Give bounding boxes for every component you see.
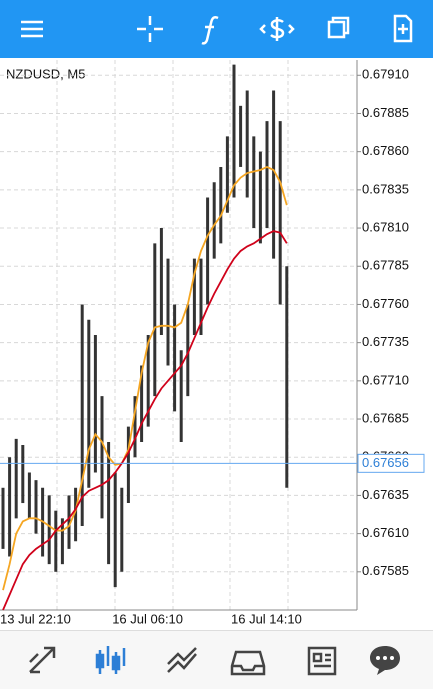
y-tick-label: 0.67910 — [362, 67, 409, 82]
toolbar-bg — [0, 0, 433, 58]
indicators-button[interactable] — [201, 15, 219, 45]
y-tick-label: 0.67735 — [362, 334, 409, 349]
crosshair-button[interactable] — [137, 16, 163, 42]
moving-average — [2, 165, 288, 591]
windows-button[interactable] — [327, 16, 350, 39]
chart: NZDUSD, M5 0.67910 0.67885 0.67860 0.67835 0… — [0, 60, 425, 626]
menu-button[interactable] — [21, 20, 43, 38]
trade-tab[interactable] — [167, 647, 197, 673]
y-tick-label: 0.67785 — [362, 258, 409, 273]
y-tick-label: 0.67585 — [362, 563, 409, 578]
last-price-label: 0.67656 — [362, 455, 409, 470]
symbols-button[interactable] — [259, 17, 295, 41]
y-tick-label: 0.67685 — [362, 410, 409, 425]
x-tick-label: 16 Jul 14:10 — [231, 611, 302, 626]
last-price-box — [357, 453, 425, 473]
x-tick-label: 16 Jul 06:10 — [112, 611, 183, 626]
x-tick-label: 13 Jul 22:10 — [0, 611, 71, 626]
y-tick-label: 0.67860 — [362, 143, 409, 158]
chart-title: NZDUSD, M5 — [6, 66, 85, 81]
toolbar — [0, 0, 433, 58]
quotes-tab[interactable] — [29, 646, 56, 674]
y-tick-label: 0.67635 — [362, 487, 409, 502]
y-tick-label: 0.67835 — [362, 181, 409, 196]
y-tick-label: 0.67885 — [362, 105, 409, 120]
new-order-button[interactable] — [393, 14, 413, 43]
chat-tab[interactable] — [370, 646, 400, 675]
y-tick-label: 0.67610 — [362, 525, 409, 540]
bottom-nav — [0, 630, 433, 689]
y-tick-label: 0.67710 — [362, 372, 409, 387]
y-tick-label: 0.67810 — [362, 219, 409, 234]
news-tab[interactable] — [307, 646, 337, 676]
chart-tab[interactable] — [95, 646, 126, 674]
moving-average — [2, 230, 288, 611]
y-tick-label: 0.67760 — [362, 296, 409, 311]
history-tab[interactable] — [230, 650, 266, 676]
